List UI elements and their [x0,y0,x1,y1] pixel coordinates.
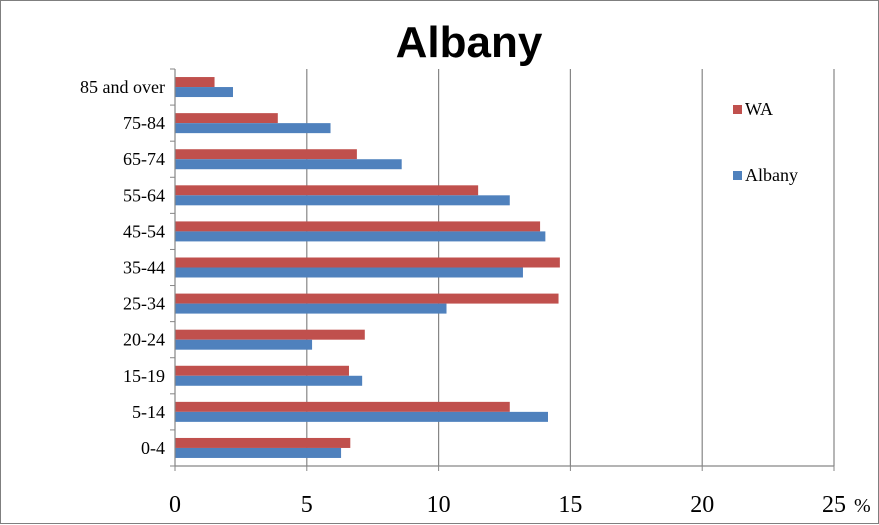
gridlines [306,69,835,466]
bar-albany-55-64 [175,195,510,206]
legend-swatch-albany [733,171,742,180]
category-labels: 0-4 5-14 15-19 20-24 25-34 35-44 45-54 55-64 65-… [80,77,165,458]
chart-title: Albany [396,18,543,67]
bar-albany-25-34 [175,303,447,314]
x-tick-label: 0 [169,492,181,518]
category-label: 0-4 [141,438,165,458]
bar-albany-20-24 [175,339,313,350]
x-tick-label: 10 [427,492,451,518]
x-tick-label: 25 [822,492,846,518]
bar-albany-85-and-over [175,87,233,98]
bar-albany-75-84 [175,123,331,134]
bar-albany-45-54 [175,231,546,242]
bar-wa-15-19 [175,365,349,376]
bar-wa-25-34 [175,293,559,304]
bar-albany-65-74 [175,159,402,170]
category-label: 55-64 [123,185,165,205]
x-tick-label: 20 [690,492,714,518]
bar-wa-65-74 [175,149,357,160]
category-label: 75-84 [123,113,165,133]
bar-wa-20-24 [175,329,365,340]
category-label: 35-44 [123,258,165,278]
bar-wa-35-44 [175,257,560,268]
bars [175,77,560,458]
bar-wa-0-4 [175,437,351,448]
bar-albany-0-4 [175,447,342,458]
category-label: 25-34 [123,294,165,314]
legend: WA Albany [733,99,798,185]
bar-albany-15-19 [175,375,363,386]
category-label: 5-14 [132,402,165,422]
category-label: 45-54 [123,221,165,241]
legend-swatch-wa [733,105,742,114]
bar-wa-5-14 [175,401,510,412]
axes [170,68,835,471]
legend-label-albany: Albany [745,165,798,185]
x-tick-labels: 0 5 10 15 20 25 [169,492,846,518]
category-label: 85 and over [80,77,165,97]
bar-wa-75-84 [175,113,278,124]
bar-albany-5-14 [175,411,548,422]
legend-label-wa: WA [745,99,773,119]
category-label: 65-74 [123,149,165,169]
bar-albany-35-44 [175,267,523,278]
bar-wa-45-54 [175,221,541,232]
category-label: 15-19 [123,366,165,386]
x-axis-unit-label: % [854,495,871,517]
x-tick-label: 15 [558,492,582,518]
bar-wa-85-and-over [175,77,215,88]
x-tick-label: 5 [301,492,313,518]
category-label: 20-24 [123,330,165,350]
bar-wa-55-64 [175,185,479,196]
